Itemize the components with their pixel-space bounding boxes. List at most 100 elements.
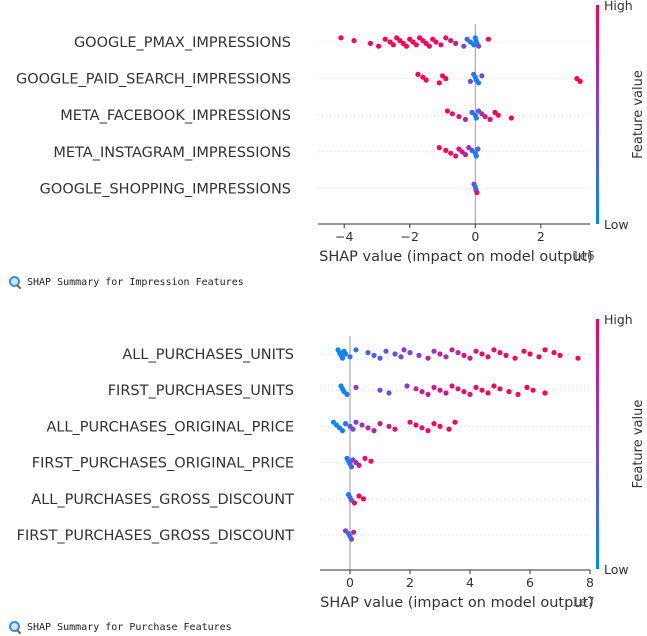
purchase-shap-chart: ALL_PURCHASES_UNITS FIRST_PURCHASES_UNITS… — [17, 312, 646, 611]
shap-point — [461, 389, 467, 395]
impression-shap-chart: GOOGLE_PMAX_IMPRESSIONS GOOGLE_PAID_SEARC… — [16, 0, 646, 265]
shap-point — [365, 350, 371, 356]
shap-point — [376, 43, 382, 49]
shap-point — [382, 36, 388, 42]
shap-point — [491, 347, 497, 353]
shap-point — [512, 355, 518, 361]
colorbar — [596, 5, 599, 224]
shap-point — [452, 419, 458, 425]
shap-point — [353, 419, 359, 425]
shap-point — [351, 500, 358, 506]
shap-point — [350, 426, 356, 432]
shap-point — [443, 354, 449, 360]
shap-point — [386, 423, 392, 429]
shap-point — [473, 348, 479, 354]
shap-point — [398, 354, 404, 360]
shap-point — [479, 73, 485, 79]
shap-point — [413, 42, 419, 48]
shap-point — [404, 383, 410, 389]
feature-label: ALL_PURCHASES_GROSS_DISCOUNT — [31, 492, 294, 508]
shap-point — [475, 80, 482, 86]
shap-point — [524, 384, 530, 390]
shap-point — [353, 384, 359, 390]
feature-label: ALL_PURCHASES_ORIGINAL_PRICE — [46, 419, 294, 435]
shap-point — [392, 351, 398, 357]
impression-shap-panel: GOOGLE_PMAX_IMPRESSIONS GOOGLE_PAID_SEARC… — [0, 0, 647, 276]
purchase-shap-panel: ALL_PURCHASES_UNITS FIRST_PURCHASES_UNITS… — [0, 306, 647, 622]
shap-point — [527, 351, 533, 357]
shap-point — [416, 352, 422, 358]
shap-point — [485, 36, 492, 42]
x-axis-label: SHAP value (impact on model output) — [320, 595, 594, 611]
shap-point — [403, 43, 410, 49]
shap-point — [485, 354, 491, 360]
shap-point — [426, 43, 433, 49]
shap-point — [495, 112, 501, 118]
shap-point — [351, 38, 357, 44]
x-offset-text: 1e7 — [572, 595, 595, 609]
shap-point — [455, 350, 461, 356]
shap-point — [415, 71, 421, 77]
shap-point — [348, 536, 355, 542]
shap-point — [497, 350, 503, 356]
magnifying-glass-icon — [9, 621, 22, 635]
shap-point — [467, 78, 473, 84]
shap-point — [557, 352, 563, 358]
shap-point — [425, 355, 431, 361]
shap-point — [497, 386, 503, 392]
shap-point — [436, 145, 442, 151]
shap-point — [356, 462, 362, 468]
shap-point — [443, 147, 449, 153]
shap-point — [515, 391, 521, 397]
x-tick-label: 6 — [526, 575, 534, 590]
shap-point — [425, 391, 431, 397]
shap-point — [347, 354, 353, 360]
feature-label: FIRST_PURCHASES_GROSS_DISCOUNT — [17, 528, 295, 544]
shap-point — [473, 115, 479, 121]
shap-point — [506, 389, 512, 395]
shap-point — [485, 390, 491, 396]
shap-point — [356, 493, 362, 499]
colorbar-label: Feature value — [631, 70, 646, 159]
shap-point — [353, 347, 359, 353]
shap-point — [577, 78, 583, 84]
x-axis-label: SHAP value (impact on model output) — [319, 249, 593, 265]
shap-point — [339, 355, 346, 361]
shap-point — [542, 390, 548, 396]
shap-point — [455, 386, 461, 392]
shap-point — [521, 348, 527, 354]
shap-point — [437, 423, 443, 429]
shap-point — [456, 114, 462, 120]
shap-point — [461, 352, 467, 358]
shap-point — [342, 421, 349, 427]
shap-point — [443, 35, 449, 41]
shap-point — [475, 146, 481, 152]
shap-point — [338, 35, 344, 41]
feature-label: GOOGLE_PMAX_IMPRESSIONS — [74, 35, 291, 51]
shap-point — [344, 391, 350, 397]
shap-point — [474, 190, 480, 196]
shap-point — [448, 38, 454, 44]
x-offset-text: 1e6 — [572, 249, 595, 263]
shap-point — [473, 384, 479, 390]
shap-point — [542, 347, 548, 353]
shap-point — [491, 383, 497, 389]
shap-point — [351, 529, 357, 535]
x-tick-label: 0 — [346, 575, 354, 590]
feature-label: FIRST_PURCHASES_UNITS — [108, 383, 294, 399]
shap-point — [443, 390, 449, 396]
feature-label: META_INSTAGRAM_IMPRESSIONS — [53, 145, 291, 161]
shap-point — [371, 428, 377, 434]
shap-point — [392, 426, 398, 432]
x-tick-label: 2 — [406, 575, 414, 590]
shap-point — [360, 496, 367, 502]
colorbar-low-label: Low — [604, 217, 629, 232]
shap-point — [462, 116, 469, 122]
colorbar-high-label: High — [604, 0, 633, 13]
x-tick-label: 8 — [586, 575, 594, 590]
shap-point — [530, 387, 536, 393]
shap-point — [449, 111, 455, 117]
feature-label: GOOGLE_PAID_SEARCH_IMPRESSIONS — [16, 72, 291, 88]
shap-point — [419, 425, 425, 431]
shap-point — [390, 42, 396, 48]
